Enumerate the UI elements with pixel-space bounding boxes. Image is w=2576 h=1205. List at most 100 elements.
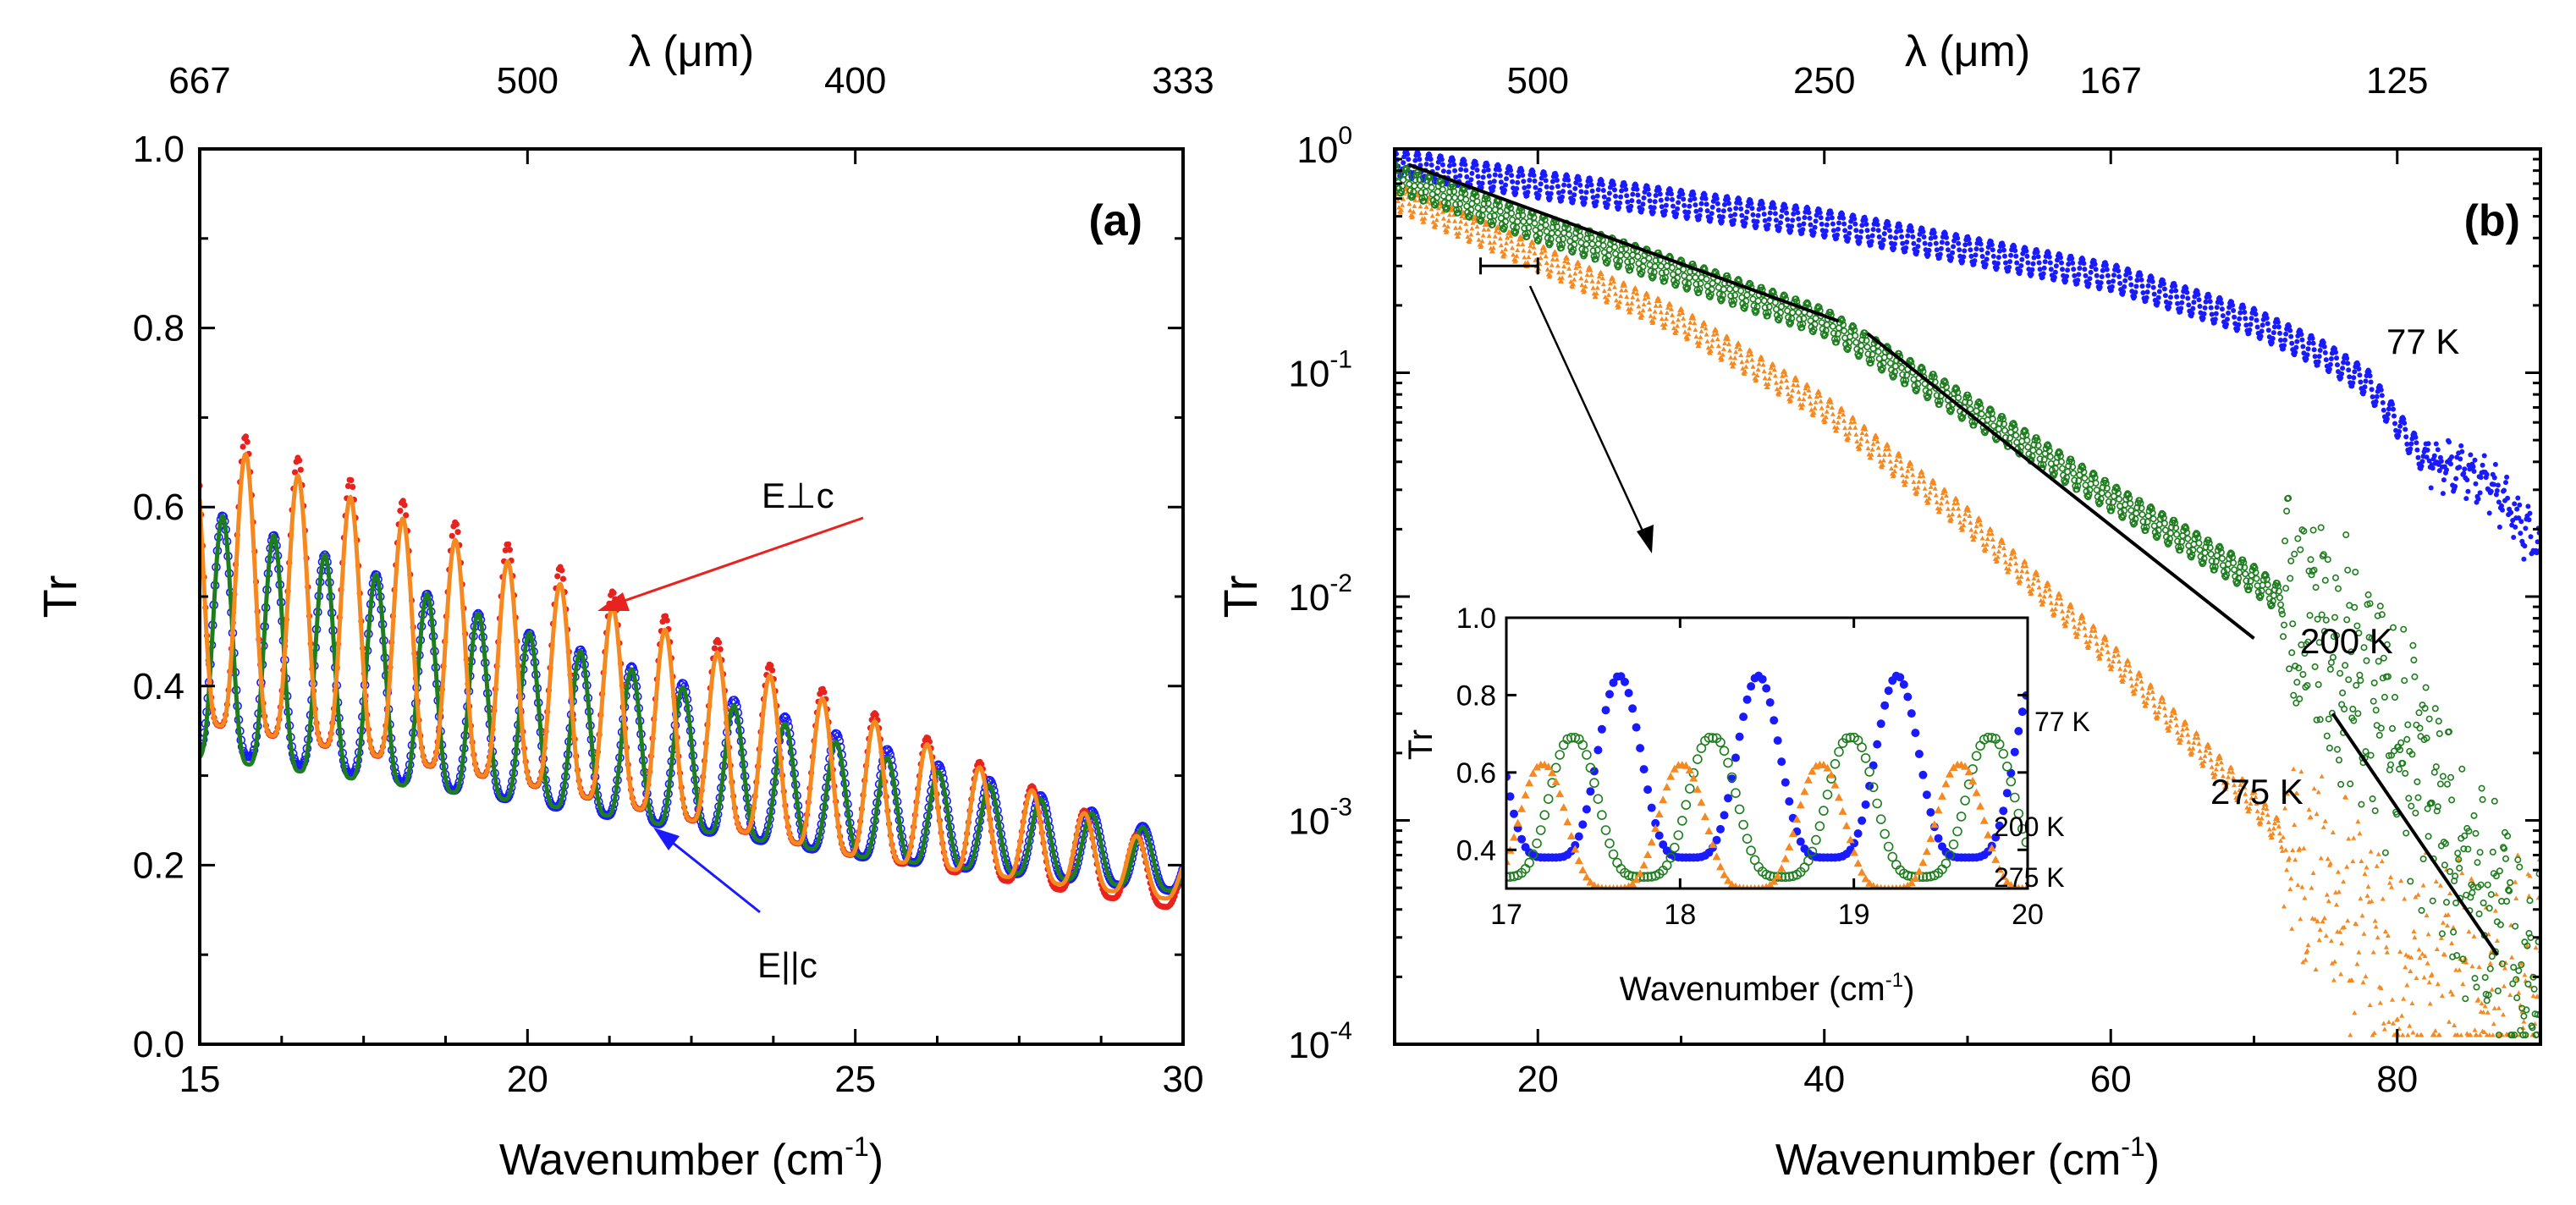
data-point — [1446, 169, 1451, 175]
data-point — [2428, 485, 2434, 491]
data-point — [2134, 278, 2140, 283]
data-point — [1452, 218, 1458, 223]
data-point — [1582, 200, 1588, 206]
data-point — [1509, 173, 1515, 179]
data-point — [2289, 340, 2295, 346]
data-point — [1594, 285, 1600, 290]
data-point — [1669, 264, 1676, 272]
data-point — [1548, 229, 1555, 237]
data-point — [2337, 889, 2342, 894]
data-point — [1674, 211, 1680, 217]
data-point — [2105, 279, 2111, 285]
data-point — [2226, 769, 2232, 774]
data-point — [2017, 268, 2023, 274]
data-point — [1726, 336, 1731, 342]
data-point — [1984, 536, 1990, 542]
data-point — [1662, 208, 1668, 214]
data-point — [1635, 192, 1641, 198]
data-point — [1520, 217, 1527, 225]
data-point — [2043, 583, 2049, 588]
data-point — [1485, 227, 1491, 232]
data-point — [2115, 647, 2120, 652]
data-point — [1698, 334, 1704, 339]
data-point — [1429, 213, 1435, 218]
data-point — [1962, 242, 1968, 248]
data-point — [1995, 554, 2001, 559]
data-point — [1854, 438, 1860, 444]
data-point — [296, 457, 303, 464]
data-point — [2312, 354, 2318, 360]
data-point — [1560, 275, 1565, 280]
data-point — [2465, 488, 2471, 494]
data-point — [2441, 952, 2447, 957]
data-point — [2362, 384, 2368, 390]
data-point — [1955, 394, 1962, 402]
data-point — [2416, 947, 2422, 952]
data-point — [1962, 511, 1968, 516]
data-point — [2490, 1032, 2496, 1037]
data-point — [2200, 316, 2206, 321]
data-point — [1469, 226, 1475, 231]
data-point — [1434, 217, 1439, 223]
data-point — [2042, 588, 2048, 593]
data-point — [2201, 758, 2207, 764]
data-point — [1956, 506, 1962, 511]
data-point — [2530, 993, 2536, 999]
data-point — [1898, 364, 1906, 371]
data-point — [2396, 432, 2402, 438]
data-point — [2218, 300, 2224, 306]
data-point — [1813, 218, 1819, 224]
data-point — [397, 508, 404, 514]
data-point — [1909, 228, 1915, 234]
data-point — [1566, 266, 1572, 271]
data-point — [2305, 942, 2311, 948]
data-point — [1560, 269, 1566, 275]
data-point — [2243, 316, 2248, 322]
data-point — [1577, 269, 1583, 274]
data-point — [768, 662, 774, 669]
data-point — [2248, 322, 2254, 327]
data-point — [2377, 1000, 2383, 1005]
data-point — [1874, 217, 1880, 223]
data-point — [1537, 187, 1543, 193]
data-point — [1663, 316, 1669, 322]
data-point — [2175, 300, 2181, 306]
data-point — [1601, 288, 1607, 294]
data-point — [1675, 323, 1681, 328]
data-point — [2425, 441, 2431, 447]
data-point — [1582, 240, 1590, 248]
data-point — [2276, 324, 2282, 330]
data-point — [2513, 524, 2518, 530]
data-point — [1876, 234, 1882, 239]
data-point — [2334, 902, 2339, 907]
data-point — [2458, 1032, 2464, 1037]
data-point — [2083, 632, 2089, 638]
panel-a-label: (a) — [1088, 196, 1142, 245]
data-point — [2224, 784, 2229, 790]
data-point — [1957, 247, 1962, 253]
data-point — [2293, 344, 2299, 350]
data-point — [2466, 928, 2472, 934]
data-point — [2316, 937, 2322, 943]
data-point — [2295, 882, 2301, 888]
data-point — [1899, 465, 1905, 470]
data-point — [1604, 297, 1610, 302]
data-point — [2192, 735, 2198, 740]
data-point — [1697, 280, 1704, 288]
data-point — [1430, 201, 1438, 208]
data-point — [2398, 878, 2404, 883]
data-point — [1687, 326, 1693, 331]
data-point — [1412, 203, 1417, 208]
data-point — [1560, 194, 1565, 200]
data-point — [2093, 634, 2099, 639]
data-point — [1971, 536, 1977, 542]
data-point — [2512, 501, 2518, 507]
data-point — [2413, 434, 2419, 440]
data-point — [1422, 216, 1428, 221]
data-point — [1922, 486, 1928, 491]
data-point — [1930, 477, 1936, 483]
data-point — [1863, 426, 1869, 432]
data-point — [1519, 168, 1525, 173]
data-point — [2059, 602, 2064, 607]
data-point — [1797, 223, 1803, 228]
